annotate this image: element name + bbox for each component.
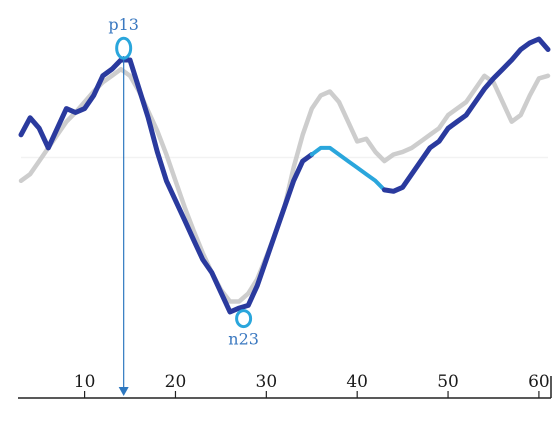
series-line-reference-0 [18, 66, 551, 304]
annotation-label-n23: n23 [228, 330, 259, 349]
annotation-label-p13: p13 [108, 15, 139, 34]
x-tick-label-40: 40 [346, 372, 368, 392]
series-line-main-1 [18, 57, 315, 315]
series-layer [18, 36, 551, 315]
x-tick-label-50: 50 [437, 372, 459, 392]
series-line-main-3 [381, 36, 551, 194]
annotation-layer: p13 n23 [108, 15, 259, 348]
annotation-marker-n23 [235, 309, 253, 329]
x-tick-label-60: 60 [528, 372, 550, 392]
x-tick-label-20: 20 [165, 372, 187, 392]
tick-layer: 10 20 30 40 50 60 [74, 372, 552, 398]
x-tick-label-10: 10 [74, 372, 96, 392]
annotation-marker-p13 [115, 36, 133, 60]
peak-arrow-head [118, 387, 129, 396]
series-line-segment-2 [309, 145, 387, 192]
x-tick-label-30: 30 [256, 372, 278, 392]
